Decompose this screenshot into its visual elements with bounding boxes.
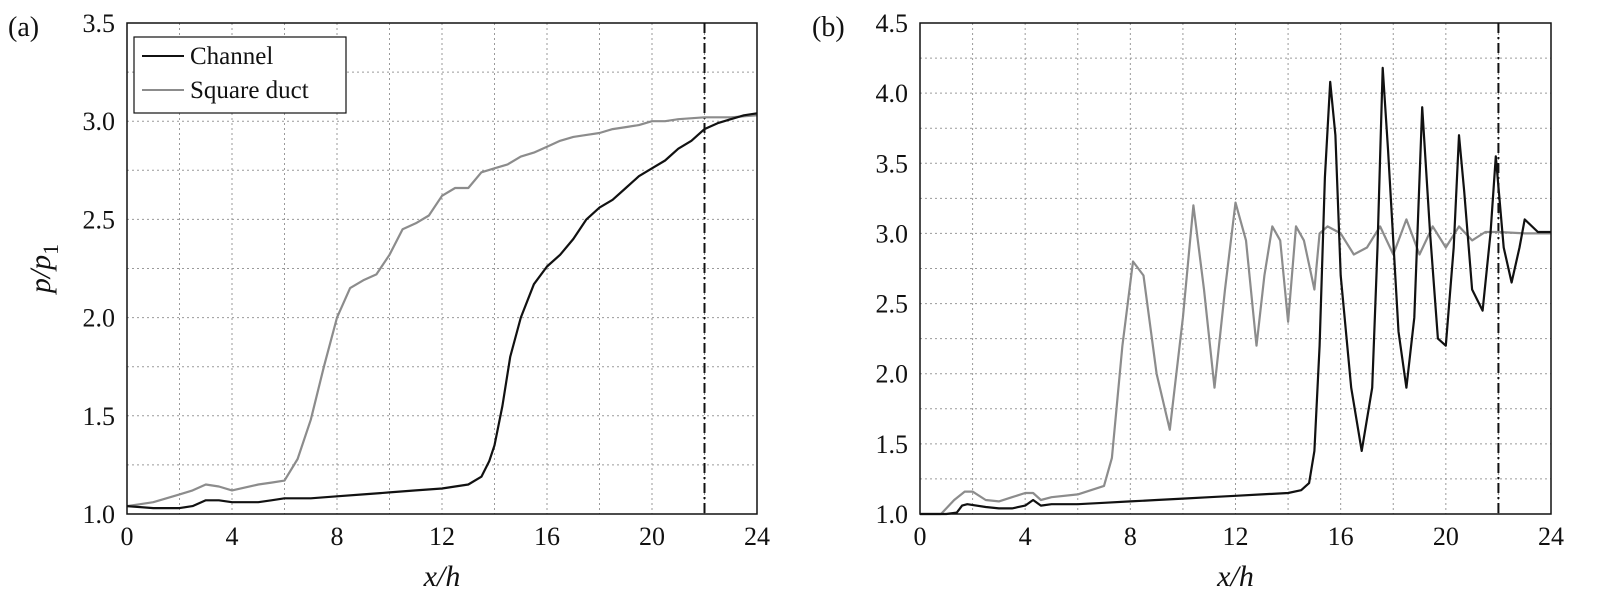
panel-a-y-tick-label: 3.5	[83, 9, 116, 38]
panel-a-x-tick-label: 4	[226, 522, 239, 551]
panel-a-y-tick-label: 3.0	[83, 107, 116, 136]
panel-b-y-tick-label: 1.5	[876, 430, 909, 459]
panel-b-label: (b)	[812, 12, 845, 43]
panel-b-y-tick-label: 1.0	[876, 500, 909, 529]
panel-a-x-tick-label: 0	[121, 522, 134, 551]
panel-b-y-tick-label: 2.0	[876, 360, 909, 389]
legend-label-channel: Channel	[190, 43, 273, 70]
panel-a-x-tick-label: 24	[744, 522, 770, 551]
panel-b-tick-labels: 0 4 8 12 16 20 24 1.0 1.5 2.0 2.5 3.0 3.5 4.0 4.5	[876, 9, 1565, 551]
panel-a-xlabel: x/h	[423, 560, 461, 593]
panel-a-line-square-duct	[126, 114, 758, 508]
panel-a-x-tick-label: 16	[534, 522, 560, 551]
panel-b-xlabel: x/h	[1216, 560, 1254, 593]
panel-a-series	[126, 112, 758, 510]
panel-a-grid	[127, 23, 757, 514]
panel-a-y-tick-label: 2.5	[83, 205, 116, 234]
legend-label-square-duct: Square duct	[190, 77, 309, 104]
legend: Channel Square duct	[133, 36, 347, 114]
panel-b-x-tick-label: 24	[1538, 522, 1564, 551]
panel-a-y-tick-label: 1.5	[83, 402, 116, 431]
panel-b-x-tick-label: 12	[1223, 522, 1249, 551]
panel-a: (a) 0 4 8 12 16 20 24 1.0 1.5 2.0 2.5 3.0 3.5 x/h p/…	[8, 9, 770, 593]
panel-a-frame	[126, 22, 758, 515]
panel-b: (b) 0 4 8 12 16 20 241.01.52.02.53.03.54.04.5 …	[812, 9, 1564, 593]
panel-b-grid	[920, 23, 1551, 514]
panel-b-x-tick-label: 8	[1124, 522, 1137, 551]
panel-b-line-square-duct	[920, 201, 1551, 516]
panel-a-y-tick-label: 2.0	[83, 304, 116, 333]
legend-box	[133, 36, 347, 114]
panel-b-y-tick-label: 2.5	[876, 290, 909, 319]
panel-b-y-tick-label: 3.5	[876, 149, 909, 178]
panel-a-line-channel	[126, 112, 758, 510]
panel-a-x-tick-label: 12	[429, 522, 455, 551]
panel-b-y-tick-label: 4.5	[876, 9, 909, 38]
panel-b-y-tick-label: 4.0	[876, 79, 909, 108]
panel-a-tick-labels: 0 4 8 12 16 20 24 1.0 1.5 2.0 2.5 3.0 3.5	[83, 9, 771, 551]
panel-b-series	[920, 66, 1551, 516]
panel-b-y-tick-label: 3.0	[876, 219, 909, 248]
panel-b-x-tick-label: 0	[914, 522, 927, 551]
panel-b-x-tick-label: 16	[1328, 522, 1354, 551]
panel-a-label: (a)	[8, 12, 39, 43]
panel-b-x-tick-label: 4	[1019, 522, 1032, 551]
panel-b-line-channel	[920, 66, 1551, 516]
panel-b-x-tick-label: 20	[1433, 522, 1459, 551]
panel-a-y-tick-label: 1.0	[83, 500, 116, 529]
panel-a-x-tick-label: 8	[331, 522, 344, 551]
panel-a-x-tick-label: 20	[639, 522, 665, 551]
panel-b-frame	[919, 22, 1552, 515]
panel-a-ylabel: p/p1	[24, 244, 63, 295]
